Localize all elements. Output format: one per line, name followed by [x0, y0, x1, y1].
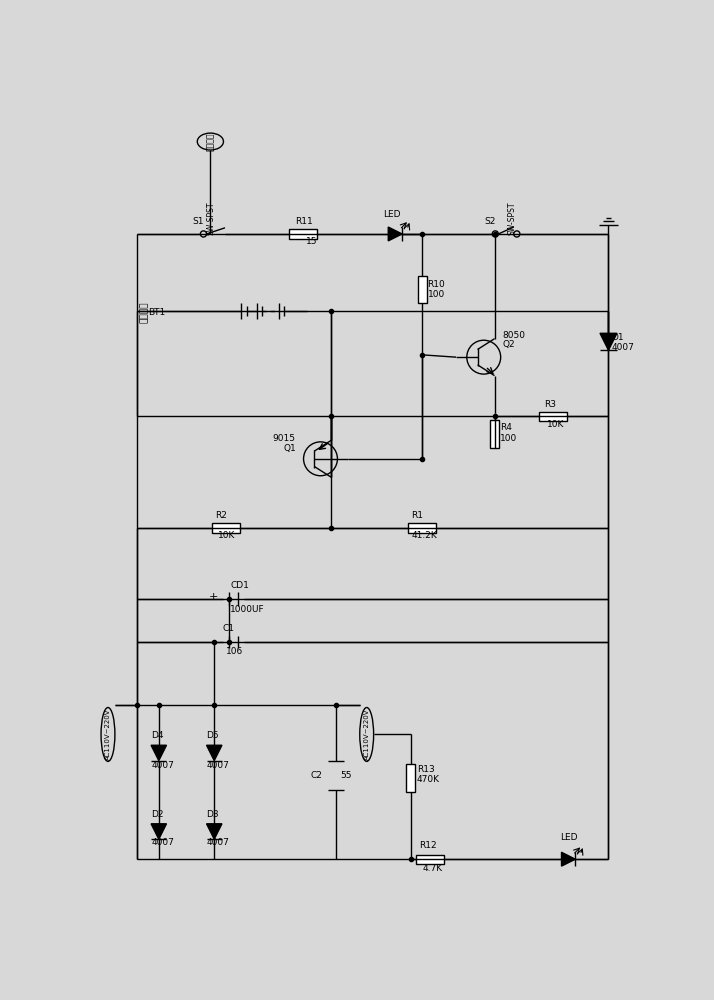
Text: R12: R12 [419, 841, 437, 850]
Text: Q2: Q2 [502, 340, 515, 349]
Text: D2: D2 [151, 810, 164, 819]
Text: 4007: 4007 [151, 761, 174, 770]
Text: 1000UF: 1000UF [231, 605, 265, 614]
Text: 充电电池: 充电电池 [141, 302, 149, 323]
Bar [289, 229, 316, 239]
Text: D3: D3 [206, 810, 219, 819]
Text: SW-SPST: SW-SPST [508, 202, 517, 235]
Text: AC110V~220V: AC110V~220V [105, 709, 111, 760]
Text: S2: S2 [485, 217, 496, 226]
Text: 8050: 8050 [502, 331, 526, 340]
Text: R10: R10 [428, 280, 446, 289]
Text: 4007: 4007 [151, 838, 174, 847]
Text: 4007: 4007 [206, 761, 229, 770]
Text: Q1: Q1 [283, 444, 296, 453]
Text: SW-SPST: SW-SPST [206, 202, 216, 235]
Bar [408, 523, 436, 533]
Polygon shape [206, 824, 222, 839]
Bar [416, 855, 443, 864]
Text: 4007: 4007 [206, 838, 229, 847]
Text: C1: C1 [223, 624, 235, 633]
Text: D4: D4 [151, 732, 164, 740]
Text: LED: LED [560, 833, 577, 842]
Polygon shape [388, 227, 402, 241]
Text: 100: 100 [500, 434, 517, 443]
Bar [490, 420, 499, 448]
Text: 15: 15 [306, 237, 317, 246]
Text: CD1: CD1 [231, 581, 249, 590]
Text: R4: R4 [500, 424, 512, 432]
Text: 其他功能: 其他功能 [206, 132, 215, 151]
Polygon shape [561, 852, 575, 866]
Text: S1: S1 [193, 217, 204, 226]
Bar [406, 764, 416, 792]
Text: 4007: 4007 [612, 343, 635, 352]
Text: 10K: 10K [218, 531, 236, 540]
Bar [212, 523, 240, 533]
Text: C2: C2 [310, 771, 322, 780]
Text: 41.2K: 41.2K [411, 531, 437, 540]
Text: 10K: 10K [547, 420, 564, 429]
Text: D5: D5 [206, 732, 219, 740]
Text: R13: R13 [417, 765, 435, 774]
Bar [418, 276, 427, 303]
Text: 4.7K: 4.7K [422, 864, 442, 873]
Text: 100: 100 [428, 290, 445, 299]
Polygon shape [600, 333, 617, 350]
Text: 470K: 470K [417, 775, 440, 784]
Text: 55: 55 [341, 771, 352, 780]
Text: D1: D1 [612, 333, 624, 342]
Text: R3: R3 [544, 400, 555, 409]
Text: R11: R11 [295, 217, 313, 226]
Polygon shape [151, 824, 166, 839]
Text: LED: LED [383, 210, 401, 219]
Text: R1: R1 [411, 511, 423, 520]
Text: R2: R2 [215, 511, 227, 520]
Bar [539, 412, 567, 421]
Text: 106: 106 [226, 647, 243, 656]
Text: 9015: 9015 [273, 434, 296, 443]
Text: AC110V~220V: AC110V~220V [363, 709, 370, 760]
Polygon shape [151, 745, 166, 761]
Polygon shape [206, 745, 222, 761]
Text: BT1: BT1 [148, 308, 165, 317]
Text: +: + [208, 592, 218, 602]
